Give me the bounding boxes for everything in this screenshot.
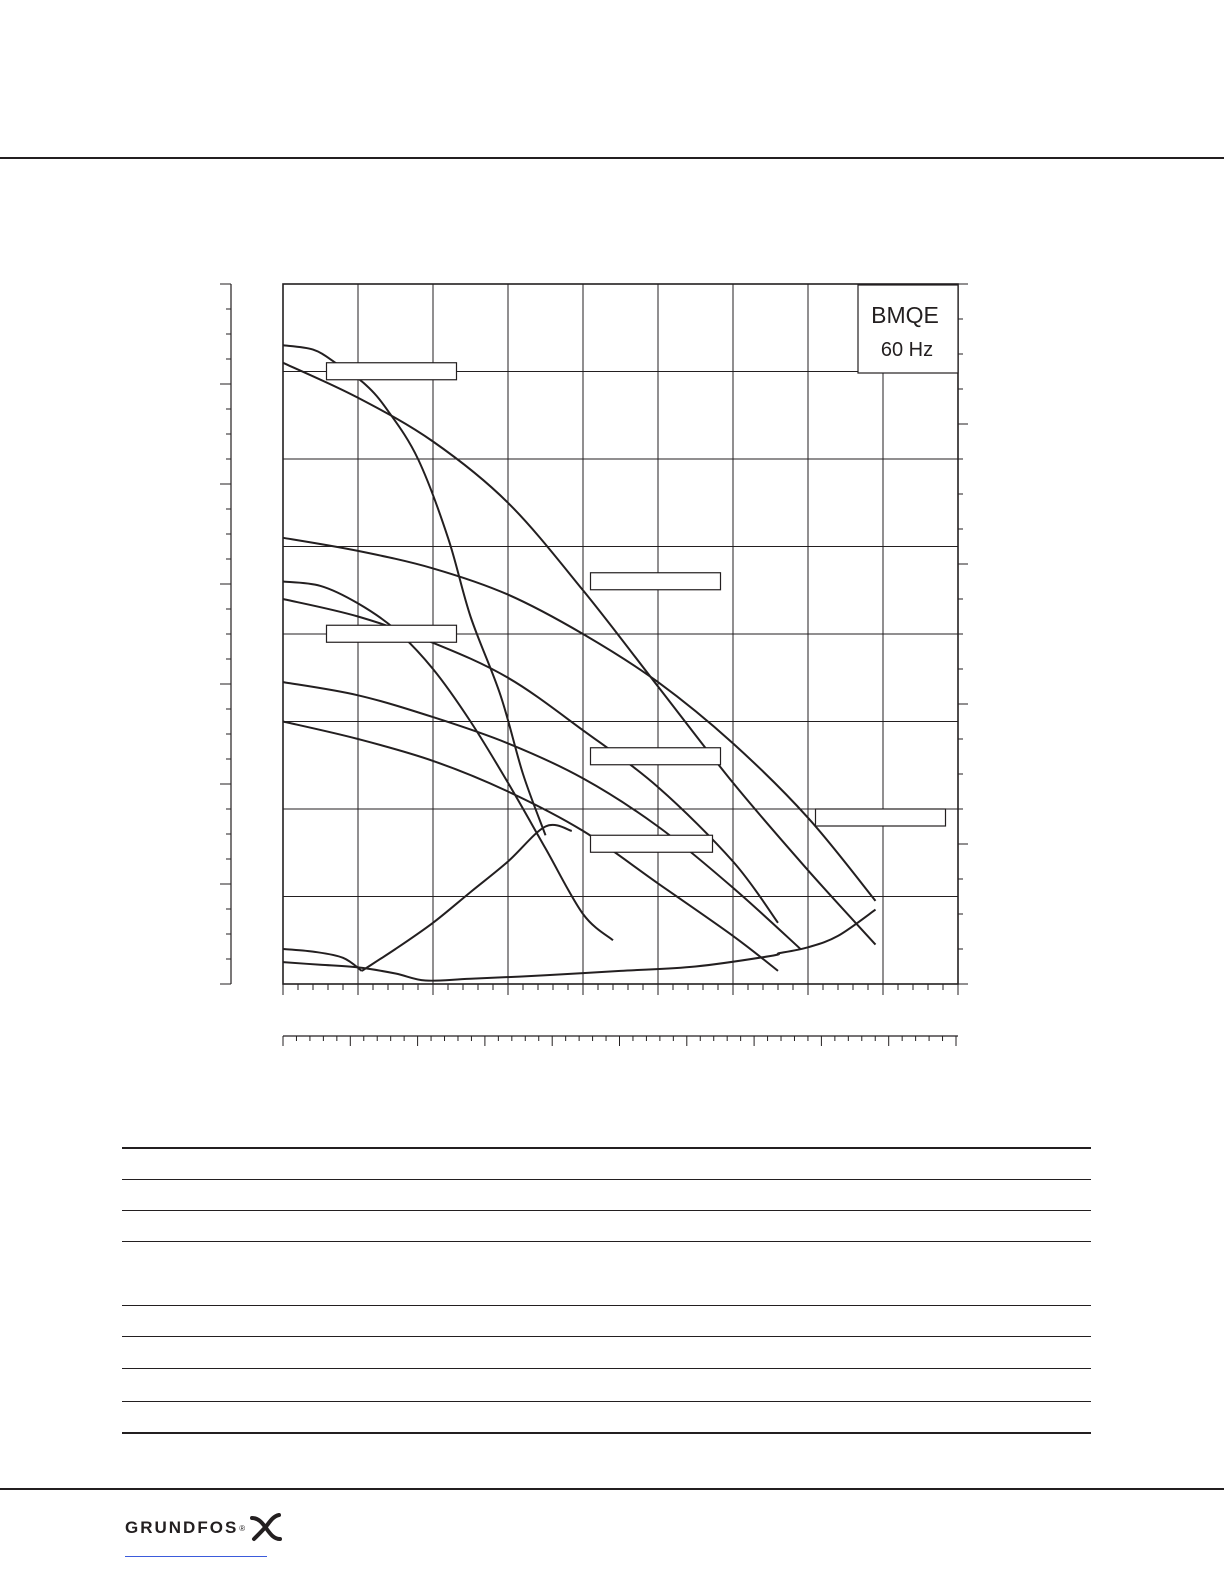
table-rule-bottom xyxy=(122,1432,1091,1434)
logo-text: GRUNDFOS xyxy=(125,1518,239,1537)
header-rule xyxy=(0,157,1224,159)
pump-curve-line xyxy=(282,580,614,942)
pump-curve-line xyxy=(282,952,780,982)
table-row-line xyxy=(122,1336,1091,1337)
chart-legend: BMQE 60 Hz xyxy=(857,284,959,374)
table-row-line xyxy=(122,1179,1091,1180)
grundfos-x-mark-icon xyxy=(250,1513,283,1541)
pump-curves xyxy=(282,344,877,982)
pump-curve-line xyxy=(282,720,779,972)
table-rule-top xyxy=(122,1147,1091,1149)
curve-label-box xyxy=(589,834,714,853)
legend-frequency: 60 Hz xyxy=(881,339,933,361)
pump-curve-line xyxy=(282,361,877,946)
curve-label-box xyxy=(325,362,458,381)
pump-curve-line xyxy=(282,948,363,972)
curve-label-box xyxy=(814,808,947,827)
curve-label-box xyxy=(325,624,458,643)
table-row-line xyxy=(122,1305,1091,1306)
table-row-line xyxy=(122,1210,1091,1211)
pump-curve-line xyxy=(282,681,802,950)
grundfos-logo: GRUNDFOS ® xyxy=(125,1508,283,1548)
curve-label-box xyxy=(589,747,722,766)
pump-curve-line xyxy=(282,598,779,924)
axis-ticks xyxy=(220,283,968,1046)
table-row-line xyxy=(122,1241,1091,1242)
pump-curve-line xyxy=(282,344,547,836)
curve-label-boxes xyxy=(325,362,947,853)
table-row-line xyxy=(122,1368,1091,1369)
table-row-line xyxy=(122,1401,1091,1402)
legend-title: BMQE xyxy=(871,302,939,328)
curve-label-box xyxy=(589,572,722,591)
logo-link-underline xyxy=(125,1556,267,1557)
registered-mark-icon: ® xyxy=(239,1523,246,1533)
pump-curve-line xyxy=(361,823,573,972)
legend-box xyxy=(857,284,959,374)
pump-curve-line xyxy=(777,908,877,955)
footer-rule xyxy=(0,1488,1224,1490)
pump-curve-line xyxy=(282,536,877,902)
